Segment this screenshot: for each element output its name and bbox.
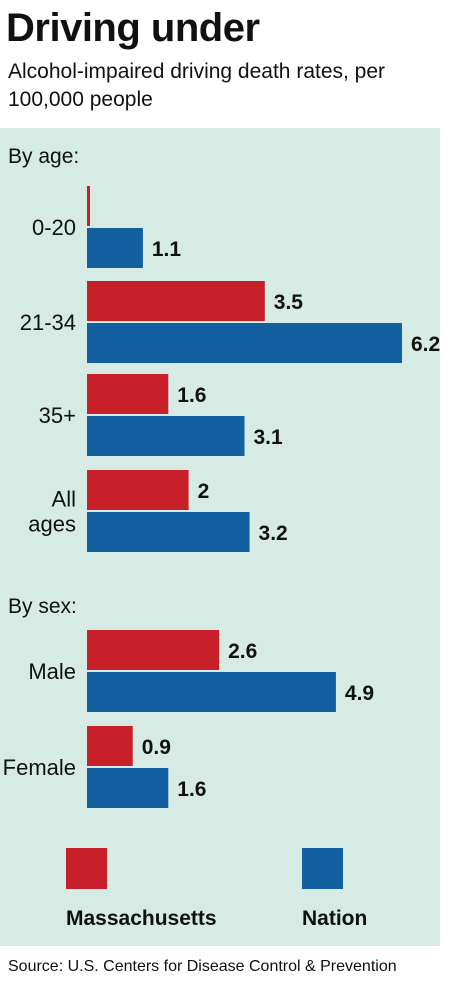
bar-nation-21-34 — [87, 323, 402, 363]
source-note: Source: U.S. Centers for Disease Control… — [8, 958, 397, 975]
category-label-male: Male — [28, 659, 76, 684]
category-label-0-20: 0-20 — [32, 215, 76, 240]
value-label-massachusetts-35: 1.6 — [177, 384, 206, 407]
bar-massachusetts-21-34 — [87, 281, 265, 321]
bar-massachusetts-all-ages — [87, 470, 189, 510]
value-label-nation-35: 3.1 — [253, 426, 283, 449]
value-label-nation-female: 1.6 — [177, 778, 206, 801]
value-label-massachusetts-all-ages: 2 — [198, 480, 210, 503]
bar-chart: By age: 0-20 1.1 21-34 3.5 6.2 35+ 1.6 3.1 Allage… — [3, 145, 440, 930]
bar-nation-male — [87, 672, 336, 712]
bar-nation-female — [87, 768, 169, 808]
bar-nation-all-ages — [87, 512, 250, 552]
bar-massachusetts-35 — [87, 374, 169, 414]
value-label-massachusetts-female: 0.9 — [142, 736, 171, 759]
category-label-all-ages: All — [52, 487, 76, 512]
bar-massachusetts-male — [87, 630, 220, 670]
legend-swatch-nation — [302, 848, 343, 889]
value-label-nation-male: 4.9 — [345, 682, 374, 705]
chart-panel: By age: 0-20 1.1 21-34 3.5 6.2 35+ 1.6 3.1 All age… — [0, 128, 440, 946]
chart-title: Driving under — [6, 6, 260, 50]
legend-swatch-massachusetts — [66, 848, 107, 889]
value-label-nation-all-ages: 3.2 — [259, 522, 288, 545]
value-label-nation-21-34: 6.2 — [411, 333, 440, 356]
value-label-nation-0-20: 1.1 — [152, 238, 182, 261]
value-label-massachusetts-21-34: 3.5 — [274, 291, 304, 314]
bar-nation-35 — [87, 416, 245, 456]
legend-label-massachusetts: Massachusetts — [66, 907, 217, 930]
chart-subtitle: Alcohol-impaired driving death rates, pe… — [8, 60, 386, 111]
category-label-female: Female — [3, 755, 76, 780]
category-label-35: 35+ — [39, 403, 76, 428]
bar-massachusetts-0-20 — [87, 186, 90, 226]
legend-label-nation: Nation — [302, 907, 367, 930]
section-heading-by-age: By age: — [8, 145, 79, 168]
section-heading-by-sex: By sex: — [8, 595, 77, 618]
category-label-21-34: 21-34 — [20, 310, 76, 335]
bar-nation-0-20 — [87, 228, 143, 268]
bar-massachusetts-female — [87, 726, 133, 766]
category-label-all-ages: ages — [28, 512, 76, 537]
value-label-massachusetts-male: 2.6 — [228, 640, 257, 663]
